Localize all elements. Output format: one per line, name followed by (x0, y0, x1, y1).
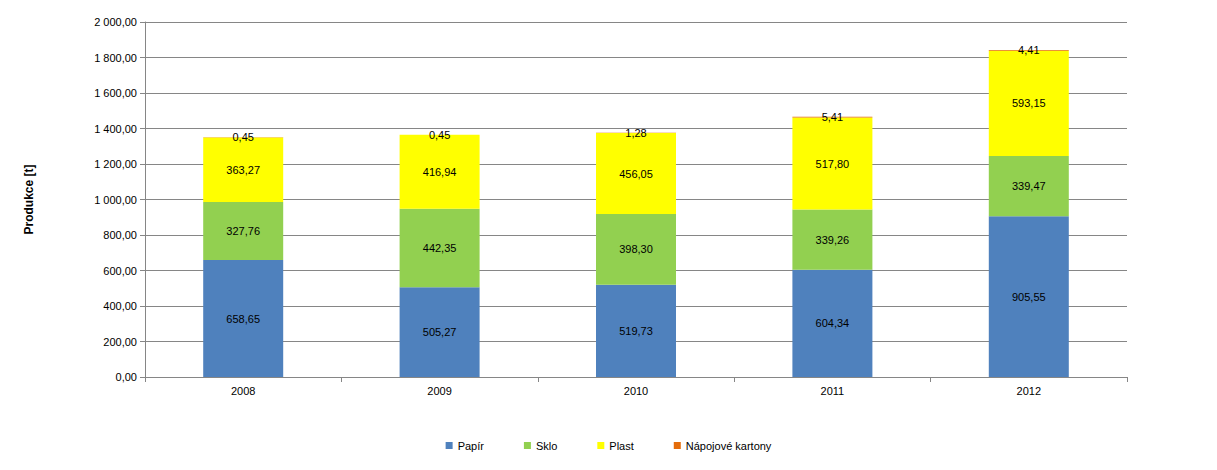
svg-text:Nápojové kartony: Nápojové kartony (686, 440, 772, 452)
svg-text:600,00: 600,00 (103, 265, 137, 277)
svg-text:800,00: 800,00 (103, 229, 137, 241)
svg-text:2012: 2012 (1017, 385, 1041, 397)
svg-text:327,76: 327,76 (226, 225, 260, 237)
svg-text:339,47: 339,47 (1012, 180, 1046, 192)
svg-text:905,55: 905,55 (1012, 291, 1046, 303)
svg-text:Produkce [t]: Produkce [t] (22, 164, 36, 234)
svg-text:0,00: 0,00 (116, 371, 137, 383)
svg-text:505,27: 505,27 (423, 326, 457, 338)
svg-text:Plast: Plast (609, 440, 633, 452)
svg-text:416,94: 416,94 (423, 166, 457, 178)
svg-text:1 600,00: 1 600,00 (94, 87, 137, 99)
svg-text:0,45: 0,45 (232, 131, 253, 143)
svg-text:2010: 2010 (624, 385, 648, 397)
svg-text:2 000,00: 2 000,00 (94, 16, 137, 28)
svg-text:Sklo: Sklo (536, 440, 557, 452)
svg-text:456,05: 456,05 (619, 168, 653, 180)
svg-text:339,26: 339,26 (816, 234, 850, 246)
svg-text:0,45: 0,45 (429, 129, 450, 141)
svg-text:5,41: 5,41 (822, 111, 843, 123)
svg-text:363,27: 363,27 (226, 164, 260, 176)
svg-text:1 000,00: 1 000,00 (94, 194, 137, 206)
svg-text:442,35: 442,35 (423, 242, 457, 254)
svg-text:4,41: 4,41 (1018, 44, 1039, 56)
svg-text:398,30: 398,30 (619, 243, 653, 255)
svg-text:519,73: 519,73 (619, 325, 653, 337)
svg-text:200,00: 200,00 (103, 336, 137, 348)
svg-text:604,34: 604,34 (816, 317, 850, 329)
svg-text:400,00: 400,00 (103, 300, 137, 312)
svg-text:517,80: 517,80 (816, 158, 850, 170)
svg-text:2011: 2011 (821, 385, 845, 397)
svg-text:1 400,00: 1 400,00 (94, 123, 137, 135)
svg-text:2008: 2008 (231, 385, 255, 397)
svg-text:1 800,00: 1 800,00 (94, 52, 137, 64)
svg-text:1,28: 1,28 (625, 127, 646, 139)
svg-text:Papír: Papír (458, 440, 485, 452)
svg-text:1 200,00: 1 200,00 (94, 158, 137, 170)
svg-text:2009: 2009 (427, 385, 451, 397)
svg-text:658,65: 658,65 (226, 313, 260, 325)
svg-text:593,15: 593,15 (1012, 97, 1046, 109)
